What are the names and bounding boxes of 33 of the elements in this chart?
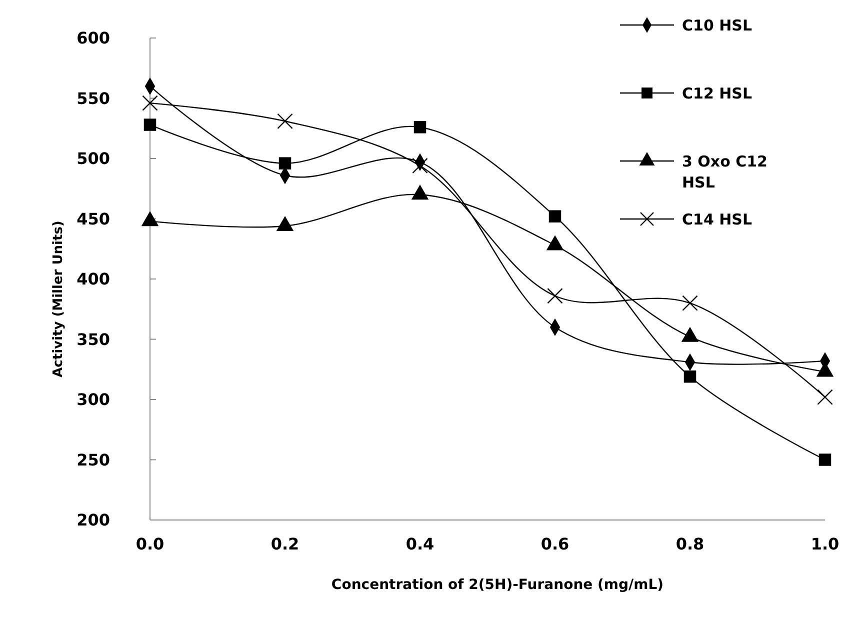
x-tick-label: 0.4 <box>406 534 434 554</box>
point <box>684 370 696 383</box>
y-tick-label: 200 <box>76 510 110 530</box>
y-tick-label: 350 <box>76 330 110 349</box>
point <box>818 454 832 466</box>
x-tick-label: 0.8 <box>676 534 704 554</box>
y-tick-label: 250 <box>76 450 110 470</box>
legend-label: C12 HSL <box>682 84 752 102</box>
point <box>144 118 156 131</box>
point <box>682 295 698 311</box>
point <box>277 113 293 130</box>
legend-label: C10 HSL <box>682 16 752 34</box>
point <box>547 288 563 304</box>
legend-label: C14 HSL <box>682 210 752 228</box>
point <box>278 157 292 170</box>
y-axis-title: Activity (Miller Units) <box>51 220 66 378</box>
x-tick-label: 0.0 <box>136 534 164 554</box>
y-tick-label: 500 <box>76 149 110 168</box>
y-tick-label: 300 <box>76 390 110 410</box>
point <box>412 158 428 174</box>
y-tick-label: 450 <box>76 209 110 228</box>
point <box>548 210 562 222</box>
y-tick-label: 400 <box>76 270 110 289</box>
point <box>142 95 158 111</box>
y-tick-label: 600 <box>76 28 110 48</box>
x-tick-label: 0.6 <box>540 534 570 554</box>
x-axis-title: Concentration of 2(5H)-Furanone (mg/mL) <box>331 577 664 593</box>
legend-label: 3 Oxo C12 HSL <box>682 152 768 192</box>
x-tick-label: 1.0 <box>810 534 840 554</box>
y-tick-label: 550 <box>76 88 110 108</box>
x-tick-label: 0.2 <box>270 534 300 554</box>
point <box>817 389 833 405</box>
point <box>414 121 426 134</box>
